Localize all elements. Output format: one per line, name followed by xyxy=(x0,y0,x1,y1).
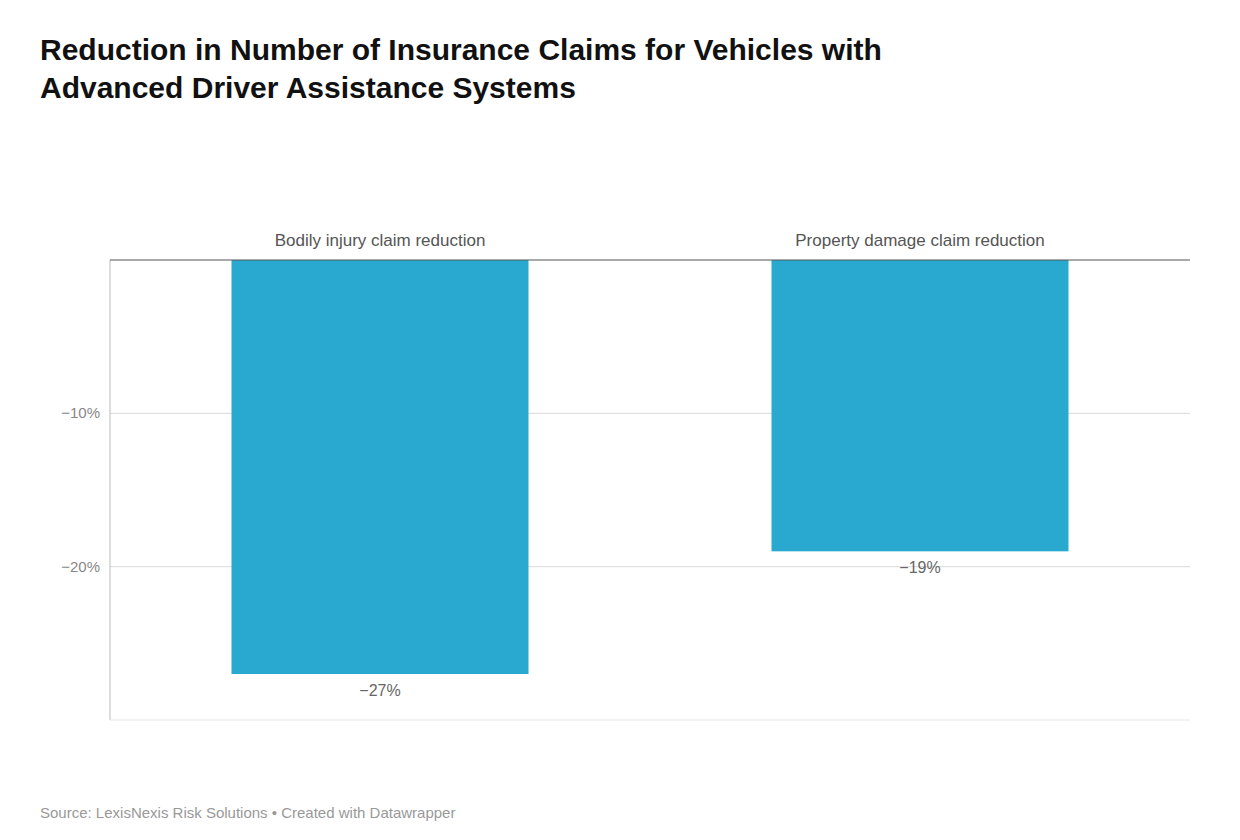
y-tick-label: −20% xyxy=(61,558,100,575)
bar xyxy=(772,260,1069,551)
bar xyxy=(232,260,529,674)
chart-container: Reduction in Number of Insurance Claims … xyxy=(0,0,1240,840)
data-label: −19% xyxy=(899,559,940,576)
title-line: Reduction in Number of Insurance Claims … xyxy=(40,33,882,66)
category-label: Property damage claim reduction xyxy=(795,231,1044,250)
bars xyxy=(232,260,1069,674)
data-label: −27% xyxy=(359,682,400,699)
y-axis-line xyxy=(110,260,111,720)
plot-bottom-line xyxy=(110,720,1190,721)
title-line: Advanced Driver Assistance Systems xyxy=(40,71,576,104)
y-tick-label: −10% xyxy=(61,404,100,421)
category-label: Bodily injury claim reduction xyxy=(275,231,486,250)
source-note: Source: LexisNexis Risk Solutions • Crea… xyxy=(40,804,455,821)
chart-svg: Reduction in Number of Insurance Claims … xyxy=(0,0,1240,840)
labels: Bodily injury claim reduction −27% Propert… xyxy=(275,231,1045,699)
title: Reduction in Number of Insurance Claims … xyxy=(40,33,882,104)
zero-line xyxy=(110,260,1190,261)
